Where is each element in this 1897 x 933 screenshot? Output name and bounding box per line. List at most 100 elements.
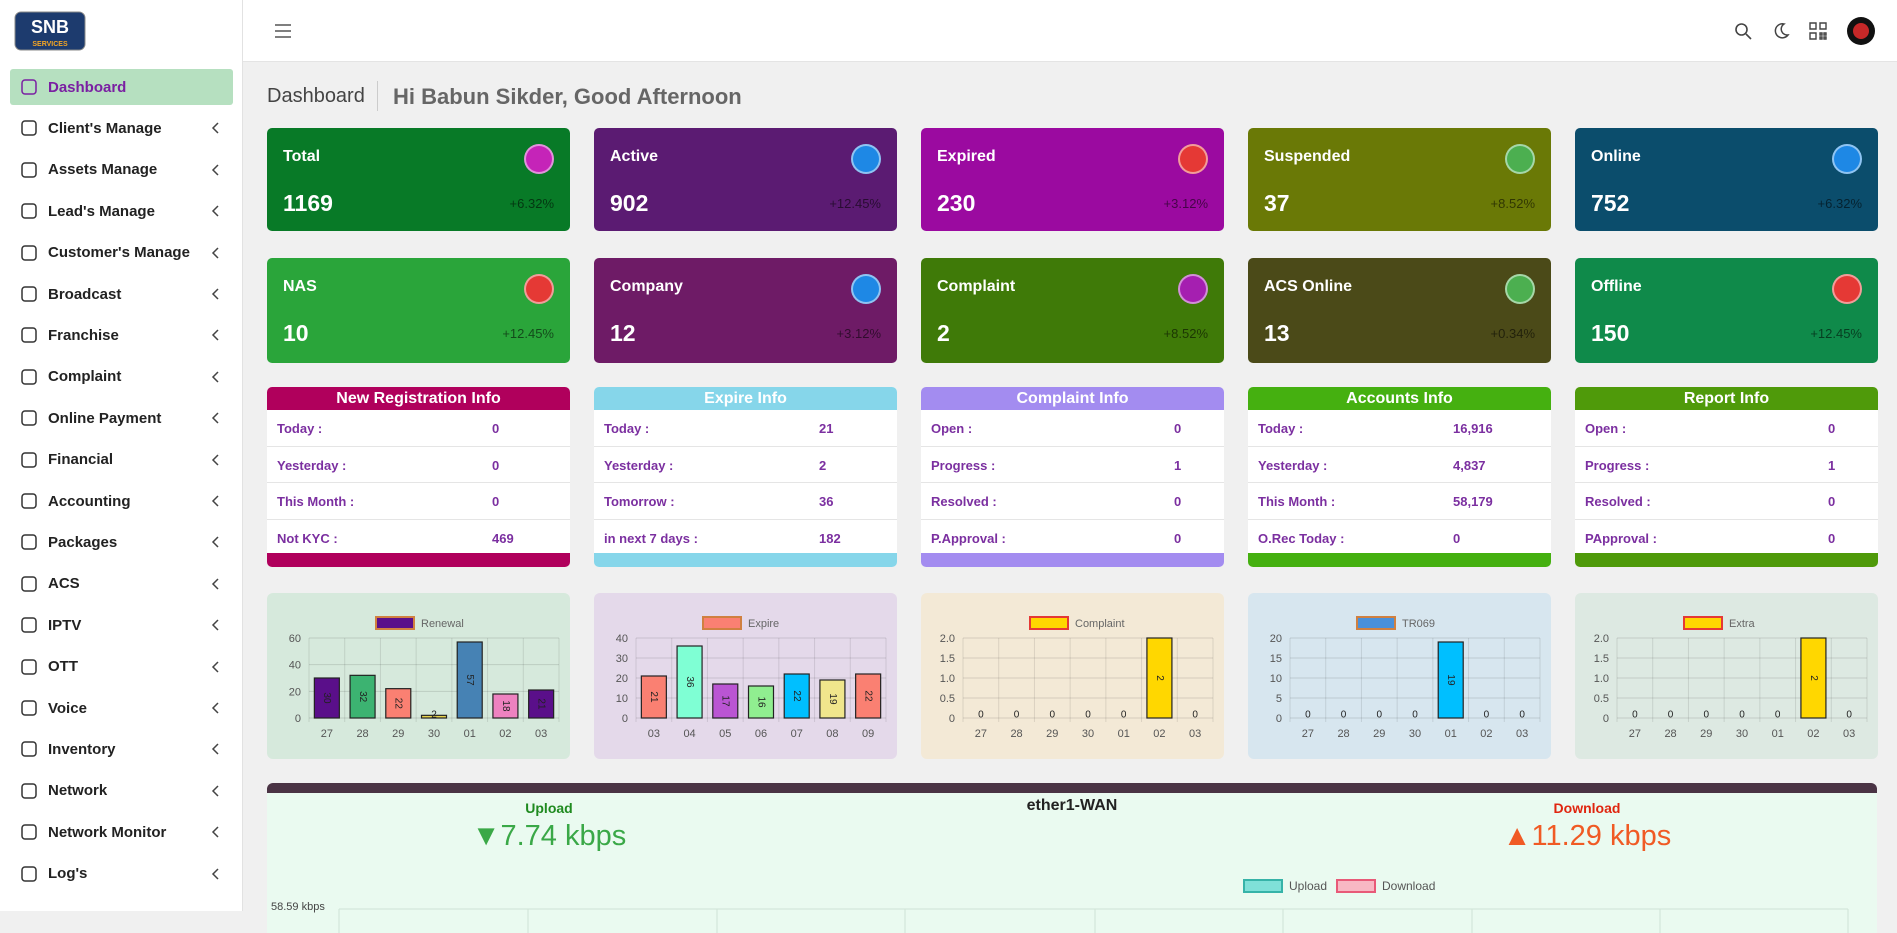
logo[interactable]: SNB SERVICES <box>14 11 86 51</box>
legend-swatch <box>1243 879 1283 893</box>
info-footer <box>267 553 570 567</box>
chevron-path <box>211 702 219 714</box>
menu-item[interactable]: Inventory <box>10 731 233 767</box>
stat-label: Active <box>610 148 659 165</box>
chevron <box>211 371 219 383</box>
info-value: 58,179 <box>1453 494 1493 509</box>
stat-change: +3.12% <box>1163 196 1208 211</box>
data-label: 32 <box>357 691 368 703</box>
x-tick-label: 02 <box>1153 728 1165 740</box>
y-tick-label: 1.5 <box>940 653 955 665</box>
menu-item[interactable]: Franchise <box>10 317 233 353</box>
stat-icon <box>1505 274 1535 304</box>
chevron <box>211 288 219 300</box>
info-row: This Month : 0 <box>267 483 570 520</box>
menu-item[interactable]: OTT <box>10 649 233 685</box>
menu-toggle[interactable] <box>275 24 291 38</box>
stat-value: 230 <box>937 190 976 216</box>
chevron-path <box>211 826 219 838</box>
data-label: 0 <box>1412 710 1418 721</box>
legend-label: Renewal <box>421 618 464 630</box>
y-tick-label: 0 <box>295 713 301 725</box>
menu-item[interactable]: Lead's Manage <box>10 193 233 229</box>
legend-label: Complaint <box>1075 618 1125 630</box>
menu-item[interactable]: Broadcast <box>10 276 233 312</box>
menu-item[interactable]: Client's Manage <box>10 110 233 146</box>
chevron-path <box>211 122 219 134</box>
qr-icon[interactable] <box>1809 22 1827 40</box>
search-icon[interactable] <box>1734 22 1752 40</box>
stat-value: 37 <box>1264 190 1290 216</box>
y-tick-label: 2.0 <box>1594 633 1609 645</box>
x-tick-label: 01 <box>1445 728 1457 740</box>
x-tick-label: 08 <box>826 728 838 740</box>
x-tick-label: 29 <box>1046 728 1058 740</box>
chevron-path <box>211 205 219 217</box>
menu-item[interactable]: Network Monitor <box>10 814 233 850</box>
info-title: Report Info <box>1575 387 1878 410</box>
y-tick-label: 5 <box>1276 693 1282 705</box>
menu-label: ACS <box>48 575 80 593</box>
stat-change: +12.45% <box>502 326 554 341</box>
stat-value: 902 <box>610 190 649 216</box>
data-label: 0 <box>1377 710 1383 721</box>
menu-item[interactable]: Packages <box>10 524 233 560</box>
menu-item[interactable]: Complaint <box>10 359 233 395</box>
menu-label: OTT <box>48 658 78 676</box>
menu-item[interactable]: ACS <box>10 566 233 602</box>
info-value: 21 <box>819 421 834 436</box>
chevron-path <box>211 495 219 507</box>
chevron-path <box>211 164 219 176</box>
menu-item[interactable]: Network <box>10 773 233 809</box>
menu-label: Network Monitor <box>48 823 167 841</box>
chevron <box>211 454 219 466</box>
bar <box>420 714 448 719</box>
info-row: Today : 16,916 <box>1248 410 1551 447</box>
menu-label: Financial <box>48 451 114 469</box>
theme-icon[interactable] <box>1772 22 1790 40</box>
info-row: Yesterday : 2 <box>594 447 897 483</box>
menu-item[interactable]: Online Payment <box>10 400 233 436</box>
info-row: Open : 0 <box>921 410 1224 447</box>
menu-label: Assets Manage <box>48 161 158 179</box>
info-row: Today : 0 <box>267 410 570 447</box>
stat-value: 150 <box>1591 320 1630 346</box>
info-row: P.Approval : 0 <box>921 520 1224 556</box>
info-panel: Report Info Open : 0 Progress : 1 Resolved : 0… <box>1575 387 1878 567</box>
stat-icon <box>1178 274 1208 304</box>
menu-item[interactable]: Log's <box>10 856 233 892</box>
info-label: Today : <box>277 421 323 436</box>
icon-shape <box>21 79 37 95</box>
data-label: 0 <box>1085 710 1091 721</box>
info-label: Yesterday : <box>1258 457 1328 473</box>
y-tick-label: 0 <box>1276 713 1282 725</box>
info-value: 0 <box>492 421 500 436</box>
menu-item[interactable]: Voice <box>10 690 233 726</box>
info-label: Progress : <box>931 457 996 473</box>
stat-card: Online 752 +6.32% <box>1575 128 1878 231</box>
stat-change: +12.45% <box>1810 326 1862 341</box>
bar <box>640 675 667 719</box>
chart-panel: 0 0.5 1.0 1.5 2.0 0 27 0 28 0 29 0 30 0 01 2 02 0 03 Compla… <box>921 593 1224 759</box>
x-tick-label: 27 <box>1629 728 1641 740</box>
menu-item[interactable]: Financial <box>10 442 233 478</box>
content: Dashboard Hi Babun Sikder, Good Afternoo… <box>267 61 1878 933</box>
breadcrumb: Dashboard <box>267 85 365 107</box>
menu-item[interactable]: Dashboard <box>10 69 233 105</box>
y-tick-label: 1.0 <box>940 673 955 685</box>
menu-item[interactable]: Assets Manage <box>10 152 233 188</box>
bar <box>492 693 519 719</box>
avatar[interactable] <box>1846 16 1876 46</box>
chevron <box>211 536 219 548</box>
icon-shape <box>21 286 37 302</box>
stat-value: 2 <box>937 320 950 346</box>
menu-item[interactable]: Accounting <box>10 483 233 519</box>
menu-item[interactable]: IPTV <box>10 607 233 643</box>
chevron-path <box>211 454 219 466</box>
info-value: 0 <box>1828 494 1836 509</box>
data-label: 21 <box>648 691 659 703</box>
chevron-path <box>211 578 219 590</box>
download-value: ▲11.29 kbps <box>1502 820 1672 852</box>
menu-item[interactable]: Customer's Manage <box>10 235 233 271</box>
legend-label: Upload <box>1289 879 1327 893</box>
